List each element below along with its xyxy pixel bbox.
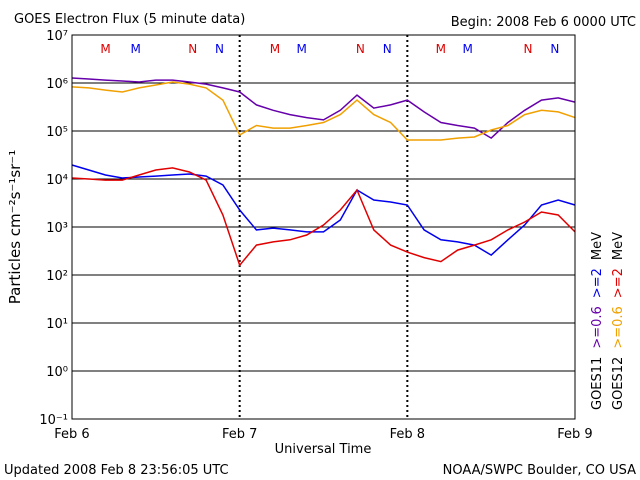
x-tick-label: Feb 7 xyxy=(222,427,257,442)
annotation: M xyxy=(131,42,141,56)
series-line xyxy=(71,167,576,267)
chart-title: GOES Electron Flux (5 minute data) xyxy=(14,12,245,27)
x-axis-label: Universal Time xyxy=(275,442,372,457)
x-tick-label: Feb 8 xyxy=(390,427,425,442)
annotation: M xyxy=(463,42,473,56)
annotation: N xyxy=(550,42,559,56)
series-line xyxy=(71,77,576,140)
annotation: M xyxy=(270,42,280,56)
legend-entry: >=2 xyxy=(590,268,605,298)
updated: Updated 2008 Feb 8 23:56:05 UTC xyxy=(4,463,229,478)
legend-unit: MeV xyxy=(590,232,605,260)
legend-entry: >=0.6 xyxy=(590,306,605,348)
legend-satellite: GOES11 xyxy=(590,357,605,410)
legend: GOES11 >=0.6 >=2 MeV xyxy=(590,232,605,410)
y-tick-label: 10⁰ xyxy=(46,365,68,380)
annotation: M xyxy=(436,42,446,56)
annotation: N xyxy=(188,42,197,56)
legend-satellite: GOES12 xyxy=(611,357,626,410)
legend-unit: MeV xyxy=(611,232,626,260)
y-tick-label: 10¹ xyxy=(46,317,68,332)
annotation: N xyxy=(215,42,224,56)
plot-frame xyxy=(71,34,576,420)
y-tick-label: 10⁵ xyxy=(46,125,68,140)
begin-time: Begin: 2008 Feb 6 0000 UTC xyxy=(451,15,636,30)
annotation: M xyxy=(100,42,110,56)
x-tick-label: Feb 6 xyxy=(54,427,89,442)
series-line xyxy=(71,81,576,141)
legend-entry: >=0.6 xyxy=(611,306,626,348)
annotation: N xyxy=(383,42,392,56)
annotation: M xyxy=(297,42,307,56)
y-tick-label: 10⁴ xyxy=(46,173,68,188)
legend: GOES12 >=0.6 >=2 MeV xyxy=(611,232,626,410)
y-tick-label: 10⁷ xyxy=(46,29,68,44)
series-line xyxy=(71,164,576,257)
y-tick-label: 10³ xyxy=(46,221,68,236)
x-tick-label: Feb 9 xyxy=(557,427,592,442)
y-axis-label: Particles cm⁻²s⁻¹sr⁻¹ xyxy=(6,150,24,304)
y-tick-label: 10⁻¹ xyxy=(39,413,68,428)
y-tick-label: 10⁶ xyxy=(46,77,68,92)
annotation: N xyxy=(524,42,533,56)
legend-entry: >=2 xyxy=(611,268,626,298)
source: NOAA/SWPC Boulder, CO USA xyxy=(443,463,636,478)
y-tick-label: 10² xyxy=(46,269,68,284)
annotation: N xyxy=(356,42,365,56)
